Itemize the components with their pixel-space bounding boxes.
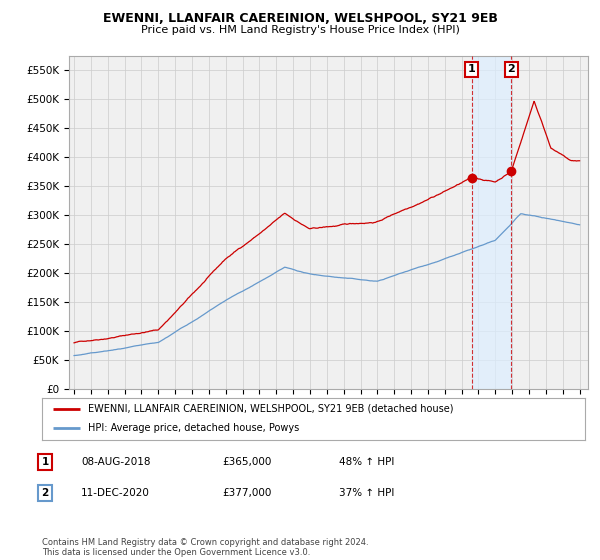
Text: Contains HM Land Registry data © Crown copyright and database right 2024.
This d: Contains HM Land Registry data © Crown c… [42,538,368,557]
Text: 1: 1 [41,457,49,467]
Text: Price paid vs. HM Land Registry's House Price Index (HPI): Price paid vs. HM Land Registry's House … [140,25,460,35]
Text: 37% ↑ HPI: 37% ↑ HPI [339,488,394,498]
Text: 1: 1 [468,64,476,74]
Text: 2: 2 [41,488,49,498]
Text: 48% ↑ HPI: 48% ↑ HPI [339,457,394,467]
Text: 11-DEC-2020: 11-DEC-2020 [81,488,150,498]
Text: EWENNI, LLANFAIR CAEREINION, WELSHPOOL, SY21 9EB (detached house): EWENNI, LLANFAIR CAEREINION, WELSHPOOL, … [88,404,454,414]
Text: HPI: Average price, detached house, Powys: HPI: Average price, detached house, Powy… [88,423,299,433]
Text: EWENNI, LLANFAIR CAEREINION, WELSHPOOL, SY21 9EB: EWENNI, LLANFAIR CAEREINION, WELSHPOOL, … [103,12,497,25]
Text: £377,000: £377,000 [222,488,271,498]
Bar [472,56,511,389]
Text: 08-AUG-2018: 08-AUG-2018 [81,457,151,467]
Text: £365,000: £365,000 [222,457,271,467]
Text: 2: 2 [508,64,515,74]
